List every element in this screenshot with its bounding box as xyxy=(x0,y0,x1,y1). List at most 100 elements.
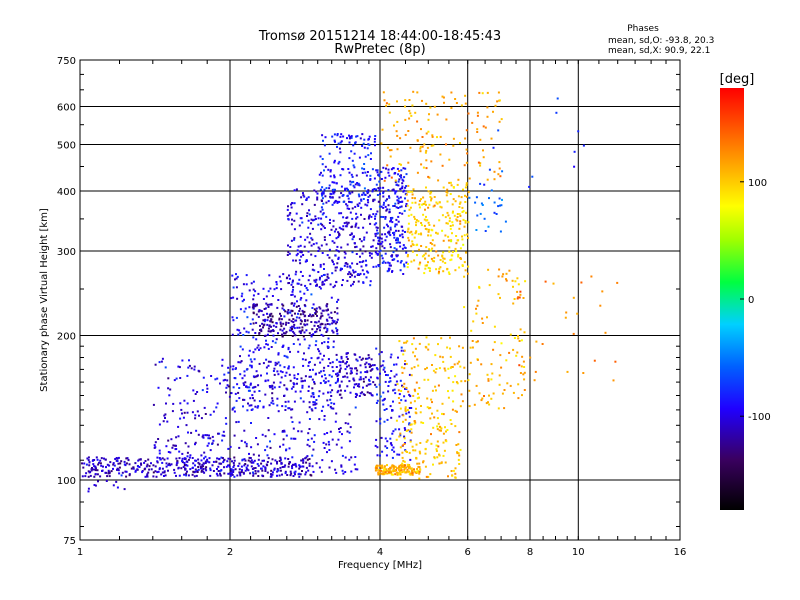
data-point xyxy=(336,134,339,137)
data-point xyxy=(290,223,293,226)
data-point xyxy=(225,465,228,468)
data-point xyxy=(249,397,252,400)
data-point xyxy=(362,380,365,383)
data-point xyxy=(173,444,176,447)
data-point xyxy=(440,206,443,209)
data-point xyxy=(452,137,455,140)
data-point xyxy=(201,463,204,466)
data-point xyxy=(333,133,336,136)
data-point xyxy=(284,405,287,408)
data-point xyxy=(348,458,351,461)
data-point xyxy=(492,348,495,351)
data-point xyxy=(326,329,329,332)
data-point xyxy=(436,456,439,459)
data-point xyxy=(302,194,305,197)
data-point xyxy=(454,200,457,203)
data-point xyxy=(417,471,420,474)
data-point xyxy=(599,304,602,307)
data-point xyxy=(436,136,438,139)
data-point xyxy=(351,251,354,254)
data-point xyxy=(186,374,189,377)
data-point xyxy=(317,325,320,327)
data-point xyxy=(420,224,423,227)
data-point xyxy=(391,464,394,467)
data-point xyxy=(278,460,281,462)
data-point xyxy=(346,204,349,207)
data-point xyxy=(355,372,358,375)
data-point xyxy=(288,311,291,314)
data-point xyxy=(287,251,290,254)
data-point xyxy=(461,235,463,238)
data-point xyxy=(413,468,415,471)
data-point xyxy=(385,223,388,226)
data-point xyxy=(382,216,385,218)
data-point xyxy=(403,435,406,438)
data-point xyxy=(295,188,298,191)
data-point xyxy=(269,440,271,443)
data-point xyxy=(320,217,323,220)
data-point xyxy=(175,457,178,460)
data-point xyxy=(412,351,415,354)
data-point xyxy=(389,220,392,223)
data-point xyxy=(216,457,219,460)
data-point xyxy=(177,435,180,438)
data-point xyxy=(313,440,316,443)
data-point xyxy=(429,267,431,270)
data-point xyxy=(256,374,259,377)
data-point xyxy=(423,378,426,381)
data-point xyxy=(519,328,522,331)
data-point xyxy=(452,469,455,472)
data-point xyxy=(222,379,225,382)
data-point xyxy=(436,428,439,431)
data-point xyxy=(293,237,296,240)
data-point xyxy=(283,465,286,468)
data-point xyxy=(399,407,402,410)
data-point xyxy=(347,364,350,367)
data-point xyxy=(387,468,390,470)
data-point xyxy=(445,440,448,443)
data-point xyxy=(172,402,175,405)
data-point xyxy=(403,367,406,370)
data-point xyxy=(370,364,372,367)
data-point xyxy=(266,312,268,315)
data-point xyxy=(492,146,495,149)
data-point xyxy=(250,465,253,468)
data-point xyxy=(415,219,418,222)
data-point xyxy=(388,211,391,213)
data-point xyxy=(217,432,219,435)
data-point xyxy=(328,248,331,251)
data-point xyxy=(467,236,469,239)
data-point xyxy=(293,302,296,305)
data-point xyxy=(323,341,326,344)
data-point xyxy=(354,183,357,186)
data-point xyxy=(287,205,289,208)
data-point xyxy=(336,332,339,335)
data-point xyxy=(287,465,290,468)
data-point xyxy=(219,469,222,472)
data-point xyxy=(162,420,165,423)
data-point xyxy=(426,439,429,442)
data-point xyxy=(232,466,235,469)
data-point xyxy=(411,104,414,107)
data-point xyxy=(499,230,502,233)
data-point xyxy=(402,444,404,447)
data-point xyxy=(346,360,348,363)
data-point xyxy=(544,280,547,283)
data-point xyxy=(388,380,391,383)
data-point xyxy=(241,292,244,295)
data-point xyxy=(426,146,429,149)
data-point xyxy=(443,449,446,452)
data-point xyxy=(332,370,335,373)
colorbar-tick-label: 0 xyxy=(748,295,754,306)
data-point xyxy=(461,400,464,403)
data-point xyxy=(425,264,428,267)
data-point xyxy=(294,273,297,276)
data-point xyxy=(407,390,410,393)
data-point xyxy=(303,315,306,318)
data-point xyxy=(342,225,345,228)
data-point xyxy=(202,470,205,473)
data-point xyxy=(218,432,221,435)
data-point xyxy=(186,464,189,467)
data-point xyxy=(84,475,87,478)
data-point xyxy=(327,404,330,407)
